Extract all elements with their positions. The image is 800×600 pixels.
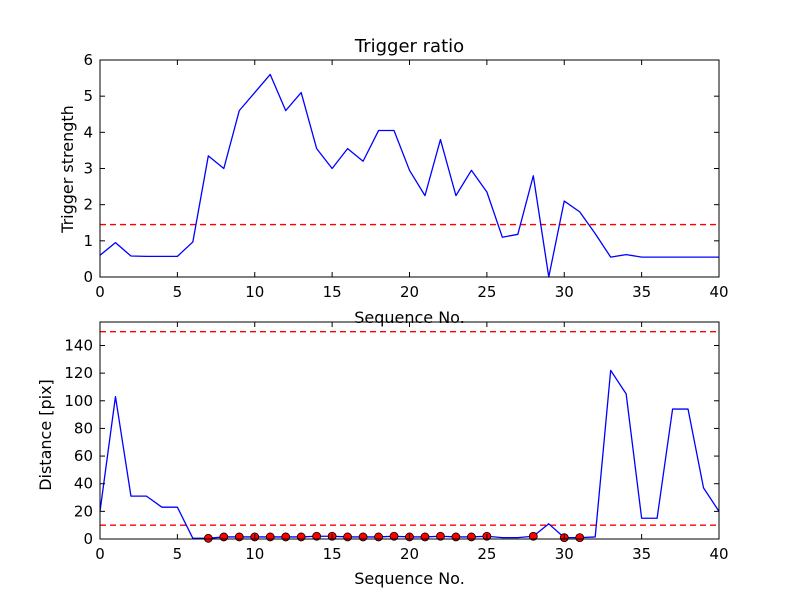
y-tick-label: 0 <box>83 530 93 548</box>
x-tick-label: 5 <box>173 545 183 563</box>
x-tick-label: 5 <box>173 283 183 301</box>
data-point <box>219 532 229 542</box>
y-tick-label: 6 <box>83 51 93 69</box>
data-point <box>281 532 291 542</box>
data-point <box>528 531 538 541</box>
y-tick-label: 40 <box>74 475 93 493</box>
data-point <box>203 533 213 543</box>
data-point <box>358 532 368 542</box>
data-point <box>312 531 322 541</box>
x-tick-label: 30 <box>555 283 574 301</box>
data-point <box>234 532 244 542</box>
distance-plot: Sequence No. Distance [pix] 0 5 10 15 20 25 30… <box>36 321 729 588</box>
x-tick-label: 15 <box>323 545 342 563</box>
x-tick-label: 0 <box>95 545 105 563</box>
x-tick-label: 10 <box>245 545 264 563</box>
x-tick-label: 25 <box>477 283 496 301</box>
data-point <box>374 532 383 542</box>
y-tick-label: 100 <box>64 392 93 410</box>
plot-frame <box>99 59 720 278</box>
data-point <box>296 532 306 542</box>
x-tick-label: 0 <box>95 283 105 301</box>
x-tick-label: 35 <box>632 545 651 563</box>
series-line <box>99 73 719 278</box>
data-point <box>420 532 430 542</box>
data-point <box>451 532 461 542</box>
y-tick-label: 20 <box>74 502 93 520</box>
y-tick-label: 80 <box>74 419 93 437</box>
y-tick-label: 4 <box>83 123 93 141</box>
x-tick-label: 25 <box>477 545 496 563</box>
y-tick-label: 60 <box>74 447 93 465</box>
y-tick-label: 1 <box>83 232 93 250</box>
x-tick-label: 30 <box>555 545 574 563</box>
y-axis-label: Distance [pix] <box>36 379 55 491</box>
y-tick-label: 120 <box>64 364 93 382</box>
x-tick-label: 40 <box>709 283 728 301</box>
y-tick-label: 0 <box>83 268 93 286</box>
data-point <box>389 531 399 541</box>
data-point <box>343 532 353 542</box>
x-tick-label: 40 <box>709 545 728 563</box>
y-tick-label: 5 <box>83 87 93 105</box>
y-axis-label: Trigger strength <box>58 105 77 234</box>
data-point <box>265 532 275 542</box>
series-line <box>99 369 720 539</box>
plot-title: Trigger ratio <box>354 36 464 57</box>
trigger-ratio-plot: Trigger ratio Sequence No. Trigger stren… <box>58 36 729 327</box>
y-tick-label: 2 <box>83 196 93 214</box>
y-tick-label: 140 <box>64 336 93 354</box>
x-axis-label: Sequence No. <box>354 569 465 588</box>
plot-frame <box>99 321 720 540</box>
x-tick-label: 10 <box>245 283 264 301</box>
y-tick-label: 3 <box>83 160 93 178</box>
data-point <box>466 532 476 542</box>
data-point <box>575 533 585 543</box>
x-tick-label: 15 <box>323 283 342 301</box>
data-point <box>436 531 445 541</box>
x-tick-label: 35 <box>632 283 651 301</box>
x-tick-label: 20 <box>400 545 419 563</box>
x-tick-label: 20 <box>400 283 419 301</box>
